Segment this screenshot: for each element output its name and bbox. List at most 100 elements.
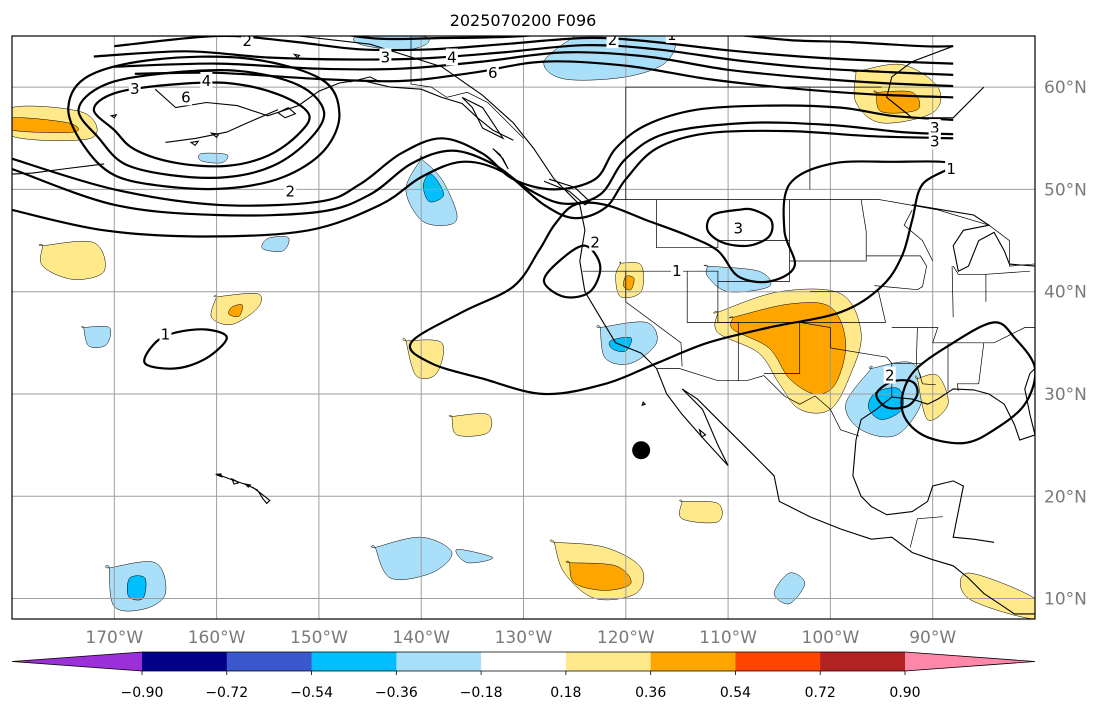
colorbar-bin — [396, 652, 482, 671]
colorbar-bin — [12, 652, 142, 671]
island — [214, 473, 223, 478]
anomaly-area — [422, 173, 444, 203]
contour-label-halo — [241, 36, 254, 50]
latitude-tick-labels: 60°N 50°N 40°N 30°N 20°N 10°N — [1044, 78, 1087, 609]
island — [209, 132, 220, 139]
political-border — [952, 265, 1030, 275]
latitude-tick-label: 40°N — [1044, 283, 1087, 303]
colorbar-tick-label: 0.54 — [720, 685, 751, 701]
political-border — [582, 270, 683, 367]
longitude-tick-label: 100°W — [802, 628, 860, 648]
colorbar-tick-label: −0.36 — [375, 685, 418, 701]
colorbar-tick-label: −0.90 — [121, 685, 164, 701]
longitude-tick-label: 160°W — [188, 628, 246, 648]
longitude-tick-label: 120°W — [597, 628, 655, 648]
political-border — [410, 36, 524, 139]
island — [292, 53, 301, 59]
colorbar — [11, 651, 1036, 672]
contour-line-level-2 — [114, 36, 954, 65]
colorbar-bin — [565, 652, 652, 671]
contour-label: 2 — [885, 367, 895, 385]
contour-label-halo — [670, 262, 683, 280]
political-border — [799, 291, 893, 364]
political-border — [903, 209, 934, 262]
map-title: 2025070200 F096 — [450, 11, 597, 30]
latitude-tick-label: 30°N — [1044, 385, 1087, 405]
anomaly-area — [565, 560, 632, 591]
contour-line-level-3 — [93, 44, 954, 76]
colorbar-bin — [311, 652, 397, 671]
longitude-tick-label: 110°W — [699, 628, 757, 648]
latitude-tick-label: 20°N — [1044, 487, 1087, 507]
political-border — [656, 199, 790, 249]
contour-label-halo — [486, 63, 499, 81]
political-border-layer — [410, 36, 1035, 548]
anomaly-area — [12, 117, 79, 133]
contour-label: 1 — [672, 262, 682, 280]
contour-label: 3 — [130, 80, 140, 98]
longitude-tick-label: 90°W — [909, 628, 956, 648]
political-border — [909, 516, 943, 548]
contour-label: 3 — [734, 219, 744, 237]
political-border — [891, 362, 923, 398]
contour-line-level-6 — [92, 81, 311, 168]
contour-label-halo — [928, 132, 941, 150]
marker-layer — [632, 441, 651, 460]
contour-label: 2 — [243, 32, 253, 50]
political-border — [866, 255, 927, 291]
contour-label-halo — [200, 72, 213, 90]
anomaly-area — [448, 413, 493, 437]
contour-label: 1 — [946, 160, 956, 178]
contour-label-halo — [179, 88, 192, 106]
contour-line-level-2 — [875, 379, 919, 410]
coastline — [852, 388, 1035, 543]
colorbar-tick-label: 0.72 — [805, 685, 836, 701]
island — [109, 114, 118, 119]
contour-label-halo — [945, 159, 958, 177]
contour-line-level-2 — [542, 244, 602, 299]
colorbar-tick-label: −0.72 — [205, 685, 248, 701]
colorbar-bin — [820, 652, 906, 671]
anomaly-area — [261, 236, 290, 252]
contour-label-halo — [732, 219, 745, 237]
anomaly-area — [773, 572, 806, 605]
colorbar-tick-labels: −0.90 −0.72 −0.54 −0.36 −0.18 0.18 0.36 0.54 0.7… — [121, 671, 921, 701]
contour-line-level-1 — [12, 129, 954, 238]
political-border — [956, 342, 985, 391]
coastline — [912, 204, 1035, 273]
contour-line-level-1 — [900, 321, 1035, 445]
contour-label: 2 — [285, 182, 295, 200]
anomaly-area — [81, 325, 112, 348]
coastline — [216, 473, 271, 505]
contour-label: 2 — [608, 31, 618, 49]
contour-line-level-1 — [346, 36, 954, 48]
political-border — [656, 368, 860, 437]
contour-label: 3 — [930, 119, 940, 137]
contour-label-halo — [606, 36, 619, 49]
colorbar-tick-label: −0.18 — [460, 685, 503, 701]
latitude-tick-label: 50°N — [1044, 180, 1087, 200]
colorbar-tick-label: −0.54 — [290, 685, 333, 701]
colorbar-bin — [142, 652, 228, 671]
contour-label: 6 — [488, 64, 498, 82]
contour-label-halo — [159, 325, 172, 343]
colorbar-bin — [481, 652, 567, 671]
coastline-layer — [12, 36, 1035, 615]
political-border — [789, 199, 867, 262]
island — [230, 477, 240, 485]
contour-line-level-3 — [12, 121, 954, 217]
contour-line-level-6 — [134, 60, 954, 99]
anomaly-area — [126, 575, 147, 601]
contour-line-level-3 — [705, 207, 774, 248]
contour-line-level-4 — [77, 69, 326, 179]
anomaly-area — [455, 549, 494, 564]
island — [276, 106, 297, 119]
contour-line-level-3 — [67, 55, 341, 191]
colorbar-tick-label: 0.90 — [889, 685, 920, 701]
anomaly-area — [959, 572, 1035, 619]
colorbar-tick-label: 0.36 — [635, 685, 666, 701]
longitude-tick-label: 170°W — [85, 628, 143, 648]
coastline — [165, 109, 279, 143]
political-border — [686, 271, 739, 381]
